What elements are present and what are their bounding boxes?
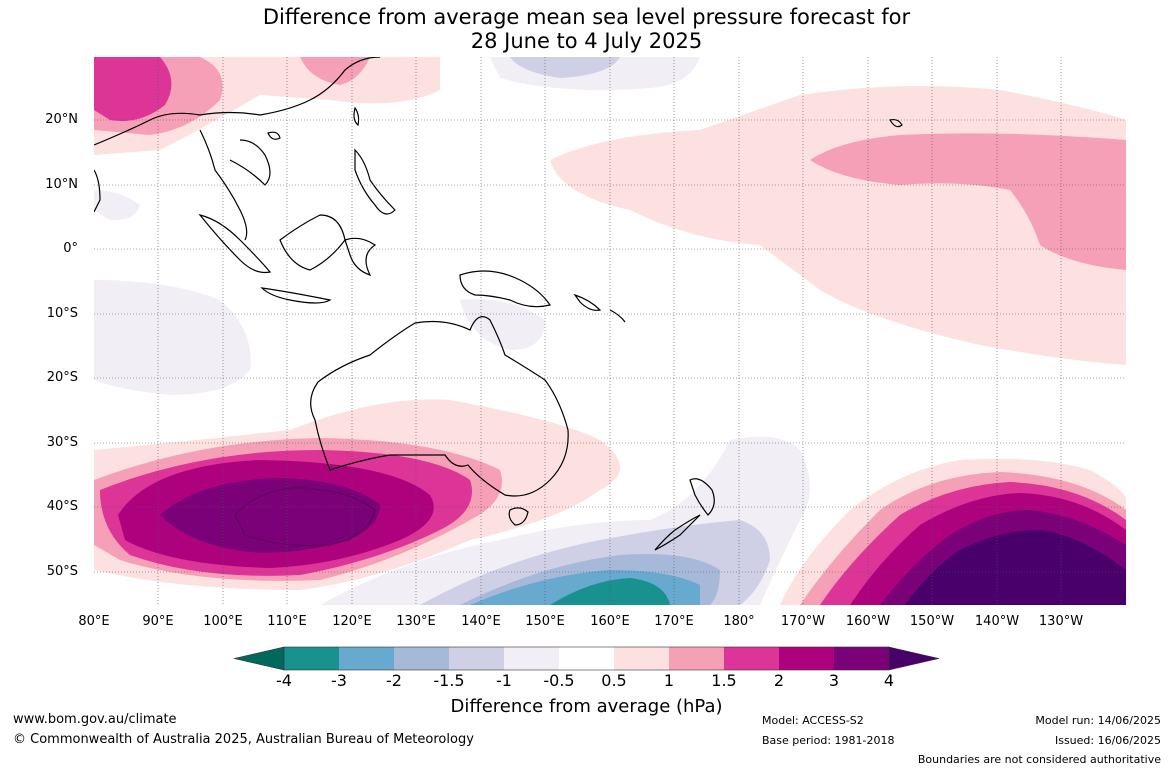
map-title-line2: 28 June to 4 July 2025 [470, 29, 703, 53]
colorbar-extend-low [233, 646, 285, 671]
anomaly-region-asia-3 [94, 57, 172, 121]
colorbar-tick-label: -0.5 [543, 671, 575, 690]
model-run-text: Model run: 14/06/2025 [1035, 714, 1161, 727]
anomaly-field [94, 57, 1126, 605]
copyright-text: © Commonwealth of Australia 2025, Austra… [13, 732, 474, 747]
lat-label-10n: 10°N [45, 177, 78, 192]
colorbar-tick-label: 1.5 [711, 671, 737, 690]
colorbar-title-text: Difference from average (hPa) [450, 696, 723, 717]
colorbar-tick-label: -4 [276, 671, 292, 690]
lon-label-170w: 170°W [780, 614, 826, 629]
colorbar-bin [504, 647, 559, 670]
anomaly-region-southern-indian-core [234, 487, 376, 547]
colorbar-extend-high [888, 646, 940, 671]
map-title-line1: Difference from average mean sea level p… [262, 5, 911, 29]
lon-label-110e: 110°E [267, 614, 307, 629]
colorbar-tick-label: 3 [828, 671, 840, 690]
india-outline [94, 169, 101, 213]
coastlines [94, 57, 903, 551]
lat-label-50s: 50°S [46, 564, 78, 579]
colorbar-bin [394, 647, 449, 670]
colorbar-bin [669, 647, 724, 670]
colorbar-tick-label: 0.5 [601, 671, 627, 690]
colorbar [233, 646, 940, 671]
lon-label-180: 180° [723, 614, 755, 629]
colorbar-bin [449, 647, 504, 670]
lat-label-10s: 10°S [46, 306, 78, 321]
lat-label-30s: 30°S [46, 435, 78, 450]
colorbar-frame [283, 646, 890, 671]
sumatra-outline [198, 213, 272, 274]
colorbar-tick-label: -1 [496, 671, 512, 690]
lon-label-130w: 130°W [1038, 614, 1084, 629]
philippines-outline [354, 148, 396, 215]
lat-label-40s: 40°S [46, 499, 78, 514]
base-period-text: Base period: 1981-2018 [762, 734, 895, 747]
colorbar-bin [779, 647, 834, 670]
mainland-asia-outline [94, 57, 381, 241]
lon-label-150w: 150°W [909, 614, 955, 629]
anomaly-region-indian-ocean-low [94, 280, 251, 395]
lat-label-20n: 20°N [45, 112, 78, 127]
colorbar-bin [339, 647, 394, 670]
anomaly-region-southeast-pacific-core [905, 530, 1126, 605]
lon-label-130e: 130°E [396, 614, 436, 629]
graticule [94, 57, 1126, 605]
colorbar-bin [834, 647, 889, 670]
lon-label-80e: 80°E [78, 614, 110, 629]
colorbar-title: Difference from average (hPa) [0, 696, 1173, 717]
lon-label-90e: 90°E [142, 614, 174, 629]
java-outline [260, 287, 332, 304]
colorbar-bin [284, 647, 339, 670]
colorbar-bin [559, 647, 614, 670]
colorbar-bin [724, 647, 779, 670]
lat-label-20s: 20°S [46, 370, 78, 385]
lon-label-150e: 150°E [525, 614, 565, 629]
lon-label-120e: 120°E [332, 614, 372, 629]
anomaly-region-central-pacific-2 [810, 133, 1126, 270]
colorbar-tick-label: 2 [773, 671, 785, 690]
model-text: Model: ACCESS-S2 [762, 714, 864, 727]
colorbar-tick-label: -3 [331, 671, 347, 690]
new-guinea-outline [459, 270, 551, 308]
lon-label-140w: 140°W [974, 614, 1020, 629]
sulawesi-outline [344, 237, 377, 277]
colorbar-tick-label: 1 [663, 671, 675, 690]
australia-outline [310, 316, 569, 497]
lon-label-170e: 170°E [654, 614, 694, 629]
new-zealand-outline [654, 478, 715, 551]
colorbar-tick-label: -2 [386, 671, 402, 690]
tasmania-outline [508, 507, 529, 526]
hawaii-outline [889, 118, 903, 128]
lon-label-160w: 160°W [845, 614, 891, 629]
lon-label-140e: 140°E [461, 614, 501, 629]
issued-text: Issued: 16/06/2025 [1054, 734, 1161, 747]
lat-label-0: 0° [63, 241, 78, 256]
website-link[interactable]: www.bom.gov.au/climate [13, 712, 177, 727]
lon-label-160e: 160°E [590, 614, 630, 629]
colorbar-tick-label: 4 [883, 671, 895, 690]
colorbar-bin [614, 647, 669, 670]
lon-label-100e: 100°E [203, 614, 243, 629]
colorbar-tick-label: -1.5 [433, 671, 465, 690]
disclaimer-text: Boundaries are not considered authoritat… [917, 753, 1161, 766]
